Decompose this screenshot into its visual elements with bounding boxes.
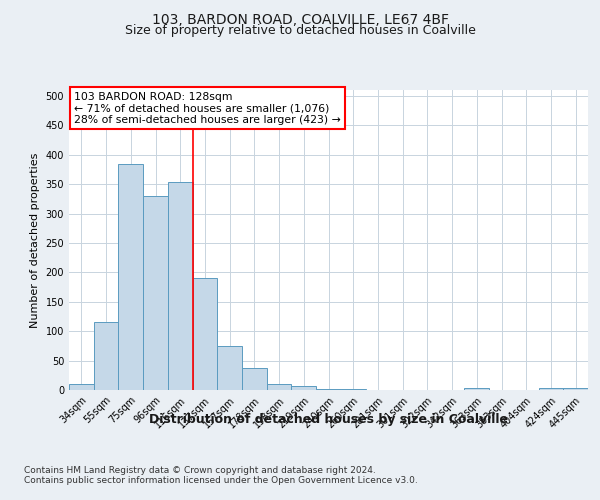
Bar [217, 346, 242, 390]
Bar [118, 164, 143, 390]
Text: Contains HM Land Registry data © Crown copyright and database right 2024.: Contains HM Land Registry data © Crown c… [24, 466, 376, 475]
Text: 103 BARDON ROAD: 128sqm
← 71% of detached houses are smaller (1,076)
28% of semi: 103 BARDON ROAD: 128sqm ← 71% of detache… [74, 92, 341, 124]
Y-axis label: Number of detached properties: Number of detached properties [30, 152, 40, 328]
Text: Distribution of detached houses by size in Coalville: Distribution of detached houses by size … [149, 412, 508, 426]
Bar [168, 182, 193, 390]
Bar [94, 322, 118, 390]
Text: Contains public sector information licensed under the Open Government Licence v3: Contains public sector information licen… [24, 476, 418, 485]
Bar [464, 388, 489, 390]
Bar [292, 386, 316, 390]
Text: 103, BARDON ROAD, COALVILLE, LE67 4BF: 103, BARDON ROAD, COALVILLE, LE67 4BF [151, 12, 449, 26]
Bar [539, 388, 563, 390]
Bar [193, 278, 217, 390]
Bar [69, 384, 94, 390]
Bar [143, 196, 168, 390]
Bar [563, 388, 588, 390]
Bar [242, 368, 267, 390]
Bar [267, 384, 292, 390]
Text: Size of property relative to detached houses in Coalville: Size of property relative to detached ho… [125, 24, 475, 37]
Bar [316, 389, 341, 390]
